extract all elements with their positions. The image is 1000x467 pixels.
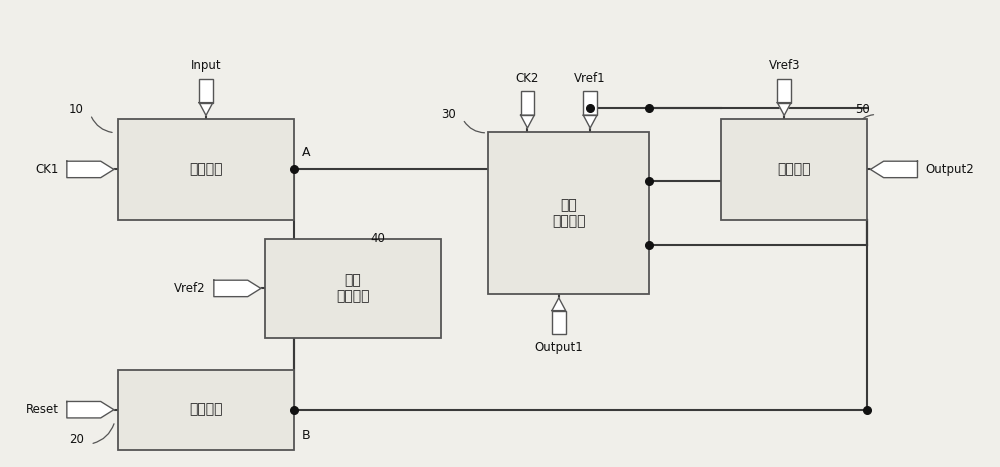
Text: Reset: Reset [26, 403, 59, 416]
Bar [265, 239, 441, 338]
Text: 第二
控制模块: 第二 控制模块 [336, 273, 370, 304]
Polygon shape [777, 103, 791, 115]
Text: 复位模块: 复位模块 [189, 403, 223, 417]
Bar [777, 79, 791, 103]
Polygon shape [583, 115, 597, 128]
Bar [521, 92, 534, 115]
Bar [721, 119, 867, 220]
Polygon shape [214, 280, 261, 297]
Text: Vref1: Vref1 [574, 71, 606, 85]
Text: Vref3: Vref3 [768, 59, 800, 72]
Text: Input: Input [191, 59, 221, 72]
Text: CK2: CK2 [516, 71, 539, 85]
Bar [552, 311, 566, 334]
Bar [583, 92, 597, 115]
Text: Vref2: Vref2 [174, 282, 206, 295]
Polygon shape [67, 402, 114, 418]
Bar [199, 79, 213, 103]
Text: 输出模块: 输出模块 [777, 163, 811, 177]
Text: 50: 50 [855, 103, 870, 116]
Bar [118, 119, 294, 220]
Polygon shape [552, 298, 566, 311]
Text: B: B [302, 429, 311, 442]
Text: 10: 10 [69, 103, 84, 116]
Text: A: A [302, 146, 311, 159]
Text: 40: 40 [371, 232, 386, 245]
Text: 20: 20 [69, 433, 84, 446]
Text: Output2: Output2 [925, 163, 974, 176]
Polygon shape [870, 161, 917, 177]
Bar [118, 370, 294, 450]
Bar [488, 132, 649, 294]
Polygon shape [67, 161, 114, 177]
Text: 输入模块: 输入模块 [189, 163, 223, 177]
Text: CK1: CK1 [36, 163, 59, 176]
Text: Output1: Output1 [534, 341, 583, 354]
Text: 第一
控制模块: 第一 控制模块 [552, 198, 585, 228]
Text: 30: 30 [441, 108, 456, 121]
Polygon shape [199, 103, 213, 115]
Polygon shape [521, 115, 534, 128]
